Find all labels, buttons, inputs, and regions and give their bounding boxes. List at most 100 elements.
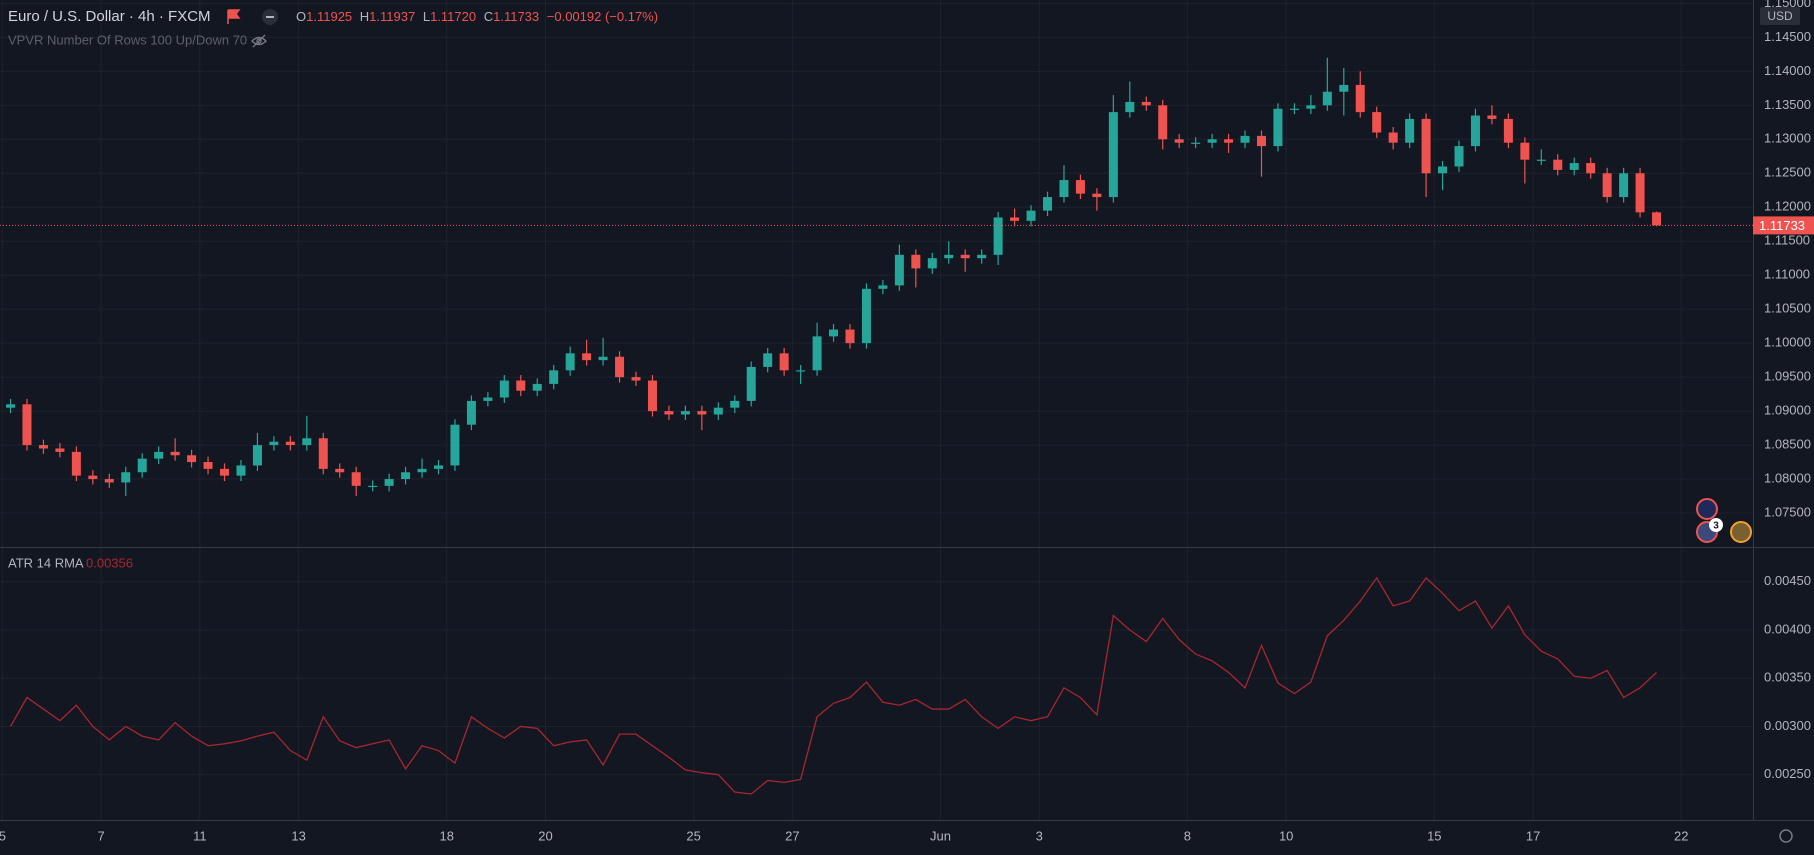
candle-body	[878, 285, 888, 289]
candle-body	[1536, 159, 1546, 161]
candle-body	[1043, 197, 1053, 211]
candle-body	[1158, 105, 1168, 140]
candle-body	[121, 472, 131, 483]
candle-body	[417, 468, 427, 473]
candle-body	[55, 448, 65, 452]
candle-body	[1289, 108, 1299, 110]
candle-body	[269, 441, 279, 446]
candle-body	[894, 254, 904, 286]
price-axis-bg	[1753, 0, 1814, 855]
y-tick-label: 1.14500	[1764, 29, 1811, 44]
candle-body	[252, 445, 262, 466]
candle-body	[318, 438, 328, 469]
candle-body	[203, 462, 213, 469]
event-icon[interactable]	[1730, 521, 1752, 543]
candle-body	[829, 329, 839, 337]
candle-body	[88, 475, 98, 480]
candle-body	[1635, 173, 1645, 213]
candle-body	[466, 400, 476, 425]
y-tick-label: 0.00350	[1764, 670, 1811, 685]
x-tick-label: 25	[686, 828, 700, 843]
ohlc-value: 1.11720	[430, 9, 476, 24]
ohlc-label: C	[484, 9, 493, 24]
candle-body	[433, 465, 443, 469]
y-tick-label: 1.10000	[1764, 335, 1811, 350]
candle-body	[812, 336, 822, 371]
candle-body	[911, 254, 921, 269]
time-axis-bg	[0, 820, 1814, 855]
candle-body	[960, 254, 970, 259]
y-tick-label: 1.15000	[1764, 0, 1811, 10]
ohlc-label: L	[423, 9, 430, 24]
candle-body	[137, 458, 147, 473]
event-icon[interactable]	[1696, 498, 1718, 520]
candle-body	[861, 288, 871, 344]
currency: USD	[1767, 9, 1793, 23]
candle-body	[647, 380, 657, 412]
y-tick-label: 1.11500	[1764, 233, 1810, 248]
candle-body	[1520, 142, 1530, 160]
candle-body	[1652, 212, 1662, 226]
x-tick-label: 8	[1184, 828, 1191, 843]
candle-body	[1075, 180, 1085, 194]
event-count: 3	[1713, 521, 1719, 532]
candle-body	[1470, 115, 1480, 147]
candle-body	[6, 404, 16, 408]
x-tick-label: 5	[0, 828, 6, 843]
candle-body	[713, 407, 723, 415]
candle-body	[927, 258, 937, 269]
y-tick-label: 1.07500	[1764, 504, 1811, 519]
candle-body	[187, 455, 197, 463]
candle-body	[1059, 180, 1069, 198]
candle-body	[615, 356, 625, 378]
y-tick-label: 1.10500	[1764, 301, 1811, 316]
flag-icon[interactable]	[227, 9, 241, 24]
grid	[0, 0, 1753, 820]
candle-body	[944, 254, 954, 259]
candle-body	[1174, 139, 1184, 143]
candle-body	[598, 356, 608, 361]
ohlc-label: O	[296, 9, 306, 24]
candle-body	[22, 404, 32, 446]
y-tick-label: 1.12000	[1764, 199, 1811, 214]
candle-body	[1339, 84, 1349, 92]
hide-icon[interactable]	[251, 34, 267, 48]
y-tick-label: 1.13500	[1764, 97, 1811, 112]
x-tick-label: 7	[97, 828, 104, 843]
y-tick-label: 1.12500	[1764, 165, 1811, 180]
x-tick-label: 18	[439, 828, 453, 843]
atr-value: 0.00356	[86, 555, 133, 570]
candle-body	[680, 411, 690, 415]
candle-body	[532, 383, 542, 391]
candle-body	[763, 353, 773, 367]
candle-body	[368, 485, 378, 488]
candle-body	[1256, 135, 1266, 147]
y-tick-label: 1.13000	[1764, 131, 1811, 146]
candle-body	[1454, 146, 1464, 167]
candle-body	[1224, 139, 1234, 143]
x-tick-label: 10	[1279, 828, 1293, 843]
candle-body	[1602, 173, 1612, 198]
x-tick-label: 13	[291, 828, 305, 843]
candle-body	[450, 424, 460, 466]
settings-icon[interactable]	[1779, 829, 1793, 843]
candle-body	[582, 353, 592, 361]
candle-body	[236, 465, 246, 476]
candle-body	[154, 451, 164, 459]
ohlc-label: H	[360, 9, 369, 24]
candle-body	[1191, 142, 1201, 144]
candle-body	[71, 451, 81, 476]
y-tick-label: 1.11000	[1764, 267, 1810, 282]
x-tick-label: 20	[538, 828, 552, 843]
candle-body	[1405, 118, 1415, 143]
candle-body	[977, 254, 987, 259]
y-tick-label: 0.00400	[1764, 621, 1811, 636]
candle-body	[1322, 91, 1332, 106]
symbol-title: Euro / U.S. Dollar · 4h · FXCM	[8, 8, 211, 25]
y-tick-label: 0.00250	[1764, 766, 1811, 781]
atr-line	[9, 576, 1657, 795]
currency-box[interactable]	[1760, 7, 1800, 25]
candle-body	[1586, 163, 1596, 174]
